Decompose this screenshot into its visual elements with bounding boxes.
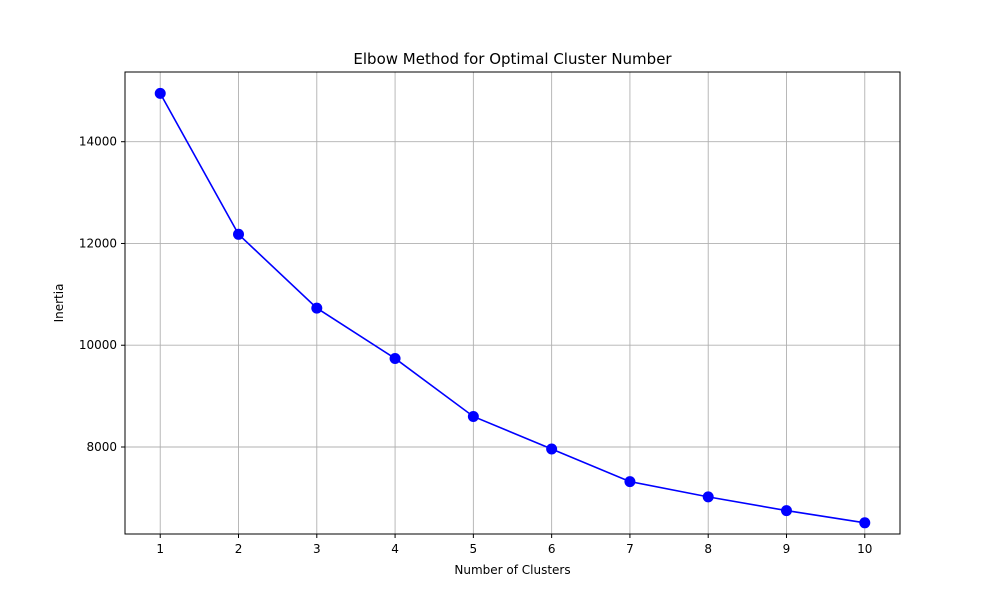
y-tick-label: 8000 bbox=[86, 440, 117, 454]
x-tick-label: 1 bbox=[156, 542, 164, 556]
x-tick-label: 4 bbox=[391, 542, 399, 556]
data-point-marker bbox=[780, 505, 792, 517]
x-tick-label: 3 bbox=[313, 542, 321, 556]
chart-title: Elbow Method for Optimal Cluster Number bbox=[353, 50, 672, 68]
data-point-marker bbox=[311, 302, 323, 314]
series-layer bbox=[154, 87, 871, 529]
x-tick-label: 7 bbox=[626, 542, 634, 556]
x-tick-label: 10 bbox=[857, 542, 872, 556]
y-tick-label: 10000 bbox=[79, 338, 117, 352]
data-point-marker bbox=[389, 352, 401, 364]
data-point-marker bbox=[624, 476, 636, 488]
ticks: 1 2 3 4 5 6 7 8 9 10 8000 10000 12000 14000 bbox=[79, 135, 873, 556]
x-axis-label: Number of Clusters bbox=[454, 563, 570, 577]
y-axis-label: Inertia bbox=[52, 284, 66, 323]
x-tick-label: 8 bbox=[704, 542, 712, 556]
data-point-marker bbox=[154, 87, 166, 99]
grid bbox=[125, 72, 900, 534]
data-point-marker bbox=[859, 517, 871, 529]
series-line bbox=[159, 92, 865, 524]
y-tick-label: 12000 bbox=[79, 236, 117, 250]
x-tick-label: 6 bbox=[548, 542, 556, 556]
data-point-marker bbox=[467, 410, 479, 422]
x-tick-label: 2 bbox=[235, 542, 243, 556]
plot-frame bbox=[124, 71, 901, 535]
data-point-marker bbox=[233, 228, 245, 240]
data-point-marker bbox=[702, 491, 714, 503]
x-tick-label: 5 bbox=[470, 542, 478, 556]
y-tick-label: 14000 bbox=[79, 135, 117, 149]
x-tick-label: 9 bbox=[783, 542, 791, 556]
data-point-marker bbox=[546, 443, 558, 455]
